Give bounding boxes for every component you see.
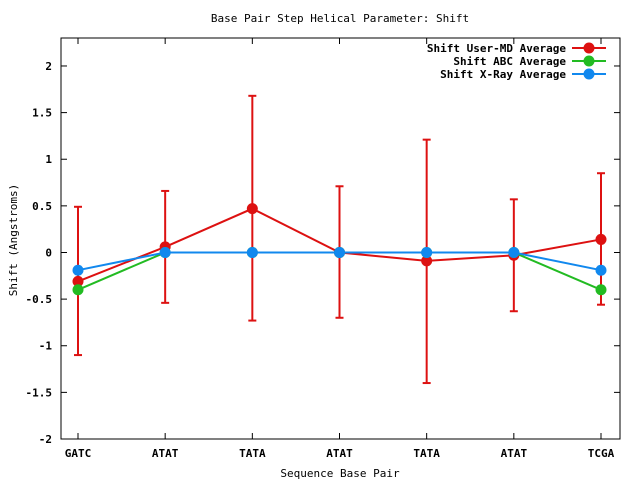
y-tick-label: 1 xyxy=(45,153,52,166)
legend-label: Shift X-Ray Average xyxy=(440,68,566,81)
data-point xyxy=(508,246,520,258)
x-tick-label: TATA xyxy=(413,447,440,460)
data-point xyxy=(595,284,607,296)
data-point xyxy=(421,255,433,267)
legend-item-1: Shift User-MD Average xyxy=(427,42,606,55)
y-tick-label: -0.5 xyxy=(26,293,53,306)
y-axis-label: Shift (Angstroms) xyxy=(7,184,20,297)
y-tick-label: -1.5 xyxy=(26,386,53,399)
y-tick-label: 0 xyxy=(45,246,52,259)
y-tick-label: -1 xyxy=(39,340,53,353)
data-point xyxy=(595,233,607,245)
data-point xyxy=(595,264,607,276)
y-tick-label: -2 xyxy=(39,433,52,446)
y-axis: -2 -1.5 -1 -0.5 0 0.5 1 1.5 2 xyxy=(26,60,620,446)
y-tick-label: 2 xyxy=(45,60,52,73)
legend-marker xyxy=(583,42,595,54)
legend-item-3: Shift X-Ray Average xyxy=(440,68,606,81)
x-tick-label: ATAT xyxy=(326,447,353,460)
x-axis-label: Sequence Base Pair xyxy=(280,467,400,480)
legend-marker xyxy=(583,55,595,67)
data-point xyxy=(72,284,84,296)
chart-title: Base Pair Step Helical Parameter: Shift xyxy=(211,12,469,25)
data-point xyxy=(246,203,258,215)
data-point xyxy=(72,264,84,276)
y-tick-label: 1.5 xyxy=(32,107,52,120)
data-point xyxy=(334,246,345,258)
x-tick-label: ATAT xyxy=(152,447,179,460)
legend-label: Shift ABC Average xyxy=(453,55,566,68)
data-point xyxy=(421,246,433,258)
series-3 xyxy=(72,246,607,276)
data-point xyxy=(246,246,258,258)
x-tick-label: ATAT xyxy=(501,447,528,460)
legend-marker xyxy=(583,68,595,80)
x-tick-label: TCGA xyxy=(588,447,615,460)
legend-label: Shift User-MD Average xyxy=(427,42,566,55)
x-tick-label: GATC xyxy=(65,447,92,460)
data-point xyxy=(72,275,84,287)
x-tick-label: TATA xyxy=(239,447,266,460)
series-1 xyxy=(72,94,607,385)
series-layer xyxy=(72,94,607,385)
plot-area-frame xyxy=(60,37,621,440)
x-axis: GATC ATAT TATA ATAT TATA ATAT TCGA xyxy=(65,38,615,460)
legend-item-2: Shift ABC Average xyxy=(453,55,606,68)
data-point xyxy=(159,246,171,258)
y-tick-label: 0.5 xyxy=(32,200,52,213)
